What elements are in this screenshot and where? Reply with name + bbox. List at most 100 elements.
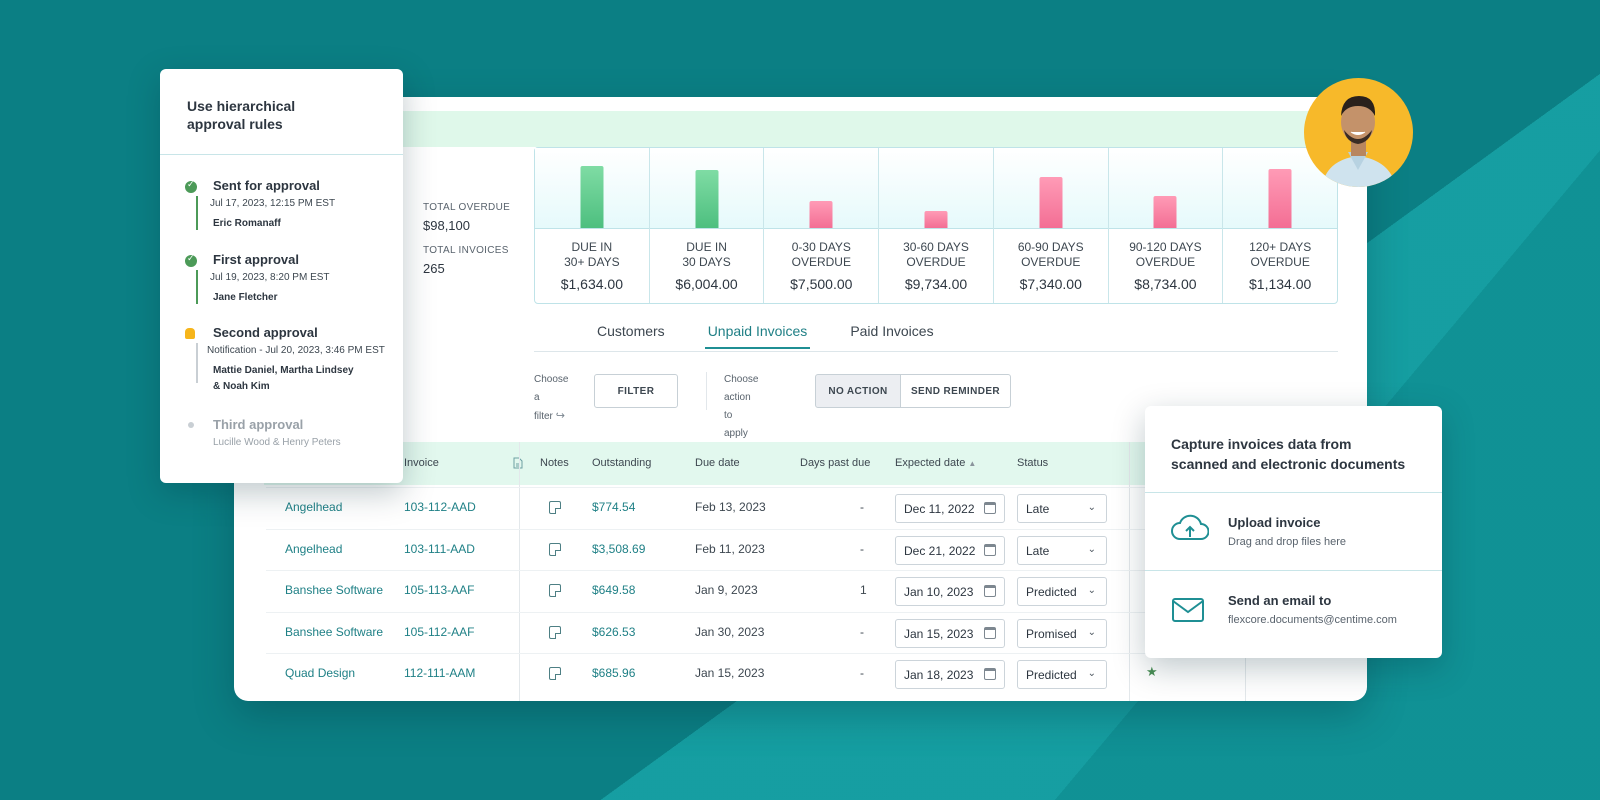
bucket-amount: $1,634.00 [560,276,623,292]
cloud-upload-icon [1171,514,1210,549]
calendar-icon[interactable] [984,543,996,556]
step-title: Third approval [213,417,304,432]
email-address[interactable]: flexcore.documents@centime.com [1228,614,1397,626]
table-row[interactable]: Banshee Software 105-113-AAF $649.58 Jan 9,… [266,570,1354,611]
step-connector [196,343,198,383]
approval-title-line: Use hierarchical [187,98,296,114]
choose-filter-text: Choose a [534,374,569,403]
bucket-plot [764,148,879,229]
upload-invoice-option[interactable]: Upload invoice Drag and drop files here [1145,493,1442,571]
bucket-plot [1108,148,1223,229]
note-icon[interactable] [549,501,561,514]
capture-title-line: Capture invoices data from [1171,436,1352,452]
calendar-icon[interactable] [984,668,996,680]
status-select[interactable]: Promised ⌄ [1017,618,1107,648]
expected-date-picker[interactable]: Jan 10, 2023 [895,577,1005,606]
customer-link[interactable]: Banshee Software [285,583,384,597]
filter-button[interactable]: FILTER [594,374,678,408]
bucket-label: 90-120 DAYS OVERDUE [1129,240,1202,269]
outstanding-amount: $649.58 [592,583,636,597]
status-select[interactable]: Late ⌄ [1017,535,1107,565]
capture-card-title: Capture invoices data from scanned and e… [1145,406,1442,493]
total-overdue-value: $98,100 [423,218,470,233]
step-approver: Eric Romanaff [213,218,281,229]
aging-bucket[interactable]: DUE IN 30+ DAYS $1,634.00 [535,148,650,303]
column-header-notes[interactable]: Notes [540,457,569,469]
calendar-icon[interactable] [984,626,996,639]
upload-invoice-subtitle: Drag and drop files here [1228,536,1347,548]
expected-date-picker[interactable]: Dec 21, 2022 [895,535,1005,565]
bucket-label: DUE IN 30 DAYS [682,240,731,269]
note-icon[interactable] [549,584,561,597]
customer-link[interactable]: Quad Design [285,666,356,680]
table-row[interactable]: Banshee Software 105-112-AAF $626.53 Jan 30… [266,611,1354,653]
aging-bucket[interactable]: 60-90 DAYS OVERDUE $7,340.00 [993,148,1109,303]
customer-link[interactable]: Angelhead [285,500,343,514]
column-header-invoice[interactable]: Invoice [404,457,439,469]
aging-bucket[interactable]: 30-60 DAYS OVERDUE $9,734.00 [879,148,994,303]
tab-unpaid-invoices[interactable]: Unpaid Invoices [704,317,811,349]
step-approver: Jane Fletcher [213,292,278,303]
tab-customers[interactable]: Customers [597,323,665,339]
expected-date-value: Jan 15, 2023 [904,626,974,641]
due-date: Feb 13, 2023 [695,500,766,514]
bucket-amount: $7,500.00 [790,276,853,292]
note-icon[interactable] [549,542,561,556]
customer-link[interactable]: Banshee Software [285,624,384,639]
no-action-button[interactable]: NO ACTION [815,374,901,408]
outstanding-amount: $685.96 [592,666,636,680]
bucket-label: 120+ DAYS OVERDUE [1249,240,1312,269]
expected-date-picker[interactable]: Dec 11, 2022 [895,494,1005,523]
choose-filter-text: filter [534,411,553,422]
status-value: Late [1026,502,1050,516]
bucket-plot [649,148,764,229]
top-bar [234,111,1367,147]
bucket-bar [1039,177,1063,228]
calendar-icon[interactable] [984,502,996,514]
email-invoice-option[interactable]: Send an email to flexcore.documents@cent… [1145,571,1442,649]
step-date: Jul 17, 2023, 12:15 PM EST [210,198,336,209]
choose-action-text: Choose action to [724,374,759,421]
column-header-expected-date[interactable]: Expected date ▲ [895,457,976,469]
status-select[interactable]: Predicted ⌄ [1017,660,1107,689]
customer-link[interactable]: Angelhead [285,541,343,556]
expected-date-picker[interactable]: Jan 15, 2023 [895,618,1005,648]
sort-ascending-icon[interactable]: ▲ [968,459,977,468]
note-icon[interactable] [549,667,561,680]
choose-filter-hint: Choose a filter ↪ [534,371,568,426]
invoice-link[interactable]: 105-113-AAF [404,583,475,597]
status-select[interactable]: Late ⌄ [1017,494,1107,523]
invoice-link[interactable]: 103-111-AAD [404,541,475,556]
invoice-link[interactable]: 112-111-AAM [404,666,476,680]
status-select[interactable]: Predicted ⌄ [1017,577,1107,606]
bucket-label: DUE IN 30+ DAYS [564,240,620,269]
calendar-icon[interactable] [984,585,996,597]
invoice-link[interactable]: 103-112-AAD [404,500,476,514]
table-row[interactable]: Quad Design 112-111-AAM $685.96 Jan 15, 202… [266,653,1354,694]
due-date: Jan 30, 2023 [695,624,765,639]
column-header-days-past-due[interactable]: Days past due [800,457,871,469]
send-reminder-button[interactable]: SEND REMINDER [900,374,1011,408]
note-icon[interactable] [549,625,561,639]
column-header-status[interactable]: Status [1017,457,1049,469]
column-header-due-date[interactable]: Due date [695,457,740,469]
invoice-link[interactable]: 105-112-AAF [404,624,475,639]
status-value: Promised [1026,626,1077,641]
bucket-bar [580,166,604,228]
total-invoices-value: 265 [423,261,445,276]
invoice-tabs: Customers Unpaid Invoices Paid Invoices [594,317,974,349]
star-icon[interactable]: ★ [1146,664,1158,679]
tab-paid-invoices[interactable]: Paid Invoices [850,323,934,339]
column-header-outstanding[interactable]: Outstanding [592,457,652,469]
aging-bucket[interactable]: DUE IN 30 DAYS $6,004.00 [649,148,765,303]
step-title: Sent for approval [213,178,320,193]
bucket-label: 30-60 DAYS OVERDUE [903,240,969,269]
aging-bucket[interactable]: 90-120 DAYS OVERDUE $8,734.00 [1108,148,1224,303]
status-value: Predicted [1026,585,1077,599]
table-row[interactable]: Angelhead 103-111-AAD $3,508.69 Feb 11, 202… [266,528,1354,570]
table-row[interactable]: Angelhead 103-112-AAD $774.54 Feb 13, 2023 -… [266,487,1354,528]
export-icon[interactable] [513,457,523,472]
expected-date-picker[interactable]: Jan 18, 2023 [895,660,1005,689]
status-value: Late [1026,543,1050,558]
aging-bucket[interactable]: 0-30 DAYS OVERDUE $7,500.00 [764,148,880,303]
